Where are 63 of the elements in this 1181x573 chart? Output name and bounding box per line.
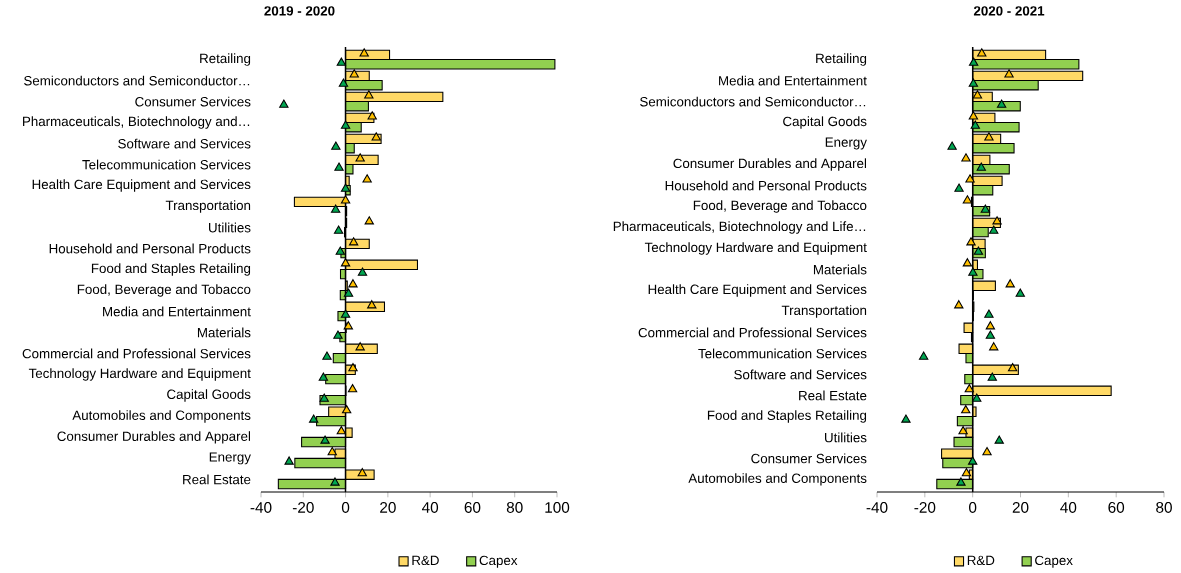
y-tick-label: Food and Staples Retailing bbox=[707, 410, 867, 423]
y-tick-label: Health Care Equipment and Services bbox=[648, 284, 867, 297]
y-tick-label: Media and Entertainment bbox=[103, 306, 251, 317]
legend-label: R&D bbox=[412, 555, 439, 566]
y-tick-label: Health Care Equipment and Services bbox=[32, 179, 251, 192]
chart-title: 2019 - 2020 bbox=[264, 6, 335, 16]
y-tick-label: Food, Beverage and Tobacco bbox=[693, 200, 867, 213]
y-tick-label: Capital Goods bbox=[167, 389, 251, 402]
y-tick-label: Materials bbox=[813, 264, 867, 275]
legend-label: Capex bbox=[1035, 555, 1073, 568]
y-tick-label: Consumer Services bbox=[135, 96, 251, 107]
y-tick-label: Media and Entertainment bbox=[719, 75, 867, 86]
x-tick-label: -20 bbox=[914, 502, 936, 513]
y-tick-label: Consumer Durables and Apparel bbox=[57, 431, 251, 444]
y-tick-label: Pharmaceuticals, Biotechnology and… bbox=[23, 116, 250, 129]
y-tick-label: Energy bbox=[825, 137, 867, 150]
x-tick-label: 20 bbox=[1012, 502, 1029, 513]
y-tick-label: Semiconductors and Semiconductor… bbox=[24, 75, 250, 86]
y-tick-label: Software and Services bbox=[118, 138, 251, 149]
y-tick-label: Automobiles and Components bbox=[688, 473, 867, 486]
x-tick-label: 0 bbox=[341, 502, 350, 513]
y-tick-label: Software and Services bbox=[734, 369, 867, 380]
y-tick-label: Semiconductors and Semiconductor… bbox=[640, 96, 866, 107]
x-tick-label: 0 bbox=[969, 502, 977, 513]
y-tick-label: Household and Personal Products bbox=[665, 180, 867, 191]
x-tick-label: 60 bbox=[1108, 502, 1125, 513]
x-tick-label: 20 bbox=[380, 502, 396, 513]
y-tick-label: Pharmaceuticals, Biotechnology and Life… bbox=[613, 221, 866, 234]
y-tick-label: Transportation bbox=[781, 305, 867, 318]
x-tick-label: 60 bbox=[464, 502, 481, 513]
y-tick-label: Technology Hardware and Equipment bbox=[28, 368, 251, 381]
y-tick-label: Automobiles and Components bbox=[72, 410, 251, 423]
x-tick-label: 40 bbox=[1060, 502, 1077, 513]
y-tick-label: Household and Personal Products bbox=[49, 243, 251, 254]
y-tick-label: Commercial and Professional Services bbox=[638, 327, 867, 338]
y-tick-label: Food, Beverage and Tobacco bbox=[77, 284, 251, 297]
y-tick-label: Food and Staples Retailing bbox=[91, 263, 251, 276]
x-tick-label: -20 bbox=[292, 502, 314, 513]
y-tick-label: Capital Goods bbox=[783, 116, 867, 129]
x-tick-label: 80 bbox=[506, 502, 523, 513]
x-tick-label: 80 bbox=[1156, 502, 1172, 513]
legend-label: R&D bbox=[967, 555, 995, 566]
y-tick-label: Real Estate bbox=[183, 474, 251, 485]
y-tick-label: Telecommunication Services bbox=[82, 159, 251, 170]
y-tick-label: Utilities bbox=[825, 432, 867, 443]
y-tick-label: Retailing bbox=[200, 53, 251, 66]
y-tick-label: Technology Hardware and Equipment bbox=[644, 242, 867, 255]
y-tick-label: Materials bbox=[197, 327, 251, 338]
y-tick-label: Energy bbox=[209, 452, 251, 465]
y-tick-label: Commercial and Professional Services bbox=[22, 348, 251, 359]
y-tick-label: Consumer Durables and Apparel bbox=[673, 158, 867, 171]
y-tick-label: Utilities bbox=[209, 222, 251, 233]
chart-title: 2020 - 2021 bbox=[973, 6, 1045, 16]
y-tick-label: Real Estate bbox=[799, 390, 867, 401]
legend-label: Capex bbox=[479, 555, 518, 568]
y-tick-label: Telecommunication Services bbox=[698, 348, 867, 359]
x-tick-label: -40 bbox=[866, 502, 888, 513]
x-tick-label: -40 bbox=[250, 502, 272, 513]
x-tick-label: 100 bbox=[545, 502, 570, 513]
y-tick-label: Consumer Services bbox=[751, 453, 867, 464]
y-tick-label: Transportation bbox=[165, 200, 251, 213]
x-tick-label: 40 bbox=[421, 502, 439, 513]
y-tick-label: Retailing bbox=[816, 53, 867, 66]
